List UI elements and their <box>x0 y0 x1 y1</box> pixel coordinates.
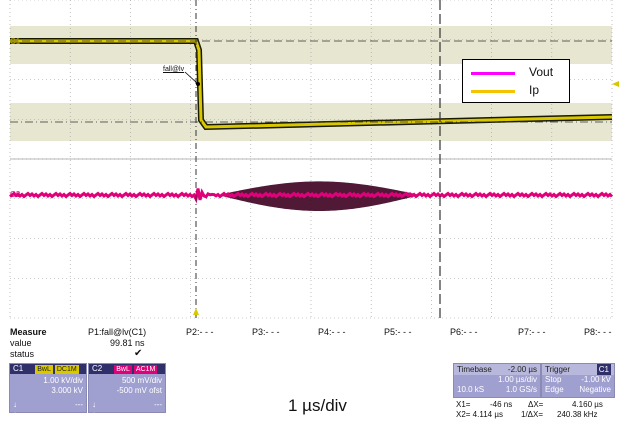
ch2-marker-label: C2 <box>10 190 21 199</box>
legend-line-vout <box>471 72 515 75</box>
channel-c2-coupling-badge: AC1M <box>133 364 158 374</box>
cursor-inv-label: 1/ΔX= <box>521 410 544 419</box>
measure-marker-label: fall@lv <box>163 66 185 73</box>
param-p4[interactable]: P4:- - - <box>318 327 346 337</box>
param-p5[interactable]: P5:- - - <box>384 327 412 337</box>
channel-c2-offset: -500 mV ofst <box>116 386 162 395</box>
channel-c1-offset: 3.000 kV <box>51 386 83 395</box>
channel-c2-name: C2 <box>92 364 103 373</box>
ch1-marker-label: C1 <box>10 37 21 46</box>
channel-c1-coupling-badge: DC1M <box>54 364 79 374</box>
measure-point <box>196 82 200 86</box>
ch2-trace <box>9 188 614 204</box>
measure-marker-leader <box>184 71 199 85</box>
channel-c2-scale: 500 mV/div <box>121 376 162 385</box>
trigger-mode: Stop <box>545 375 562 384</box>
cursor-dx-label: ΔX= <box>528 400 544 409</box>
channel-c2-bwl-badge: BwL <box>114 364 132 374</box>
legend-label-ip: Ip <box>529 83 540 97</box>
param-p1-value: 99.81 ns <box>110 338 145 348</box>
trigger-level: -1.00 kV <box>581 375 611 384</box>
channel-c1-bwl-badge: BwL <box>35 364 53 374</box>
channel-c2-t1-icon: ↓ <box>92 400 96 409</box>
param-p1-status-check-icon: ✔ <box>134 348 143 359</box>
ch1-trace <box>10 39 613 129</box>
trigger-label: Trigger <box>545 365 571 374</box>
timebase-caption: 1 µs/div <box>288 396 347 415</box>
channel-c1-v1: --- <box>75 400 83 409</box>
timebase-samples: 10.0 kS <box>457 385 485 394</box>
channel-c2-t2-icon: ↑ <box>92 410 96 419</box>
trigger-slope: Negative <box>579 385 611 394</box>
channel-c1-v2: --- <box>75 410 83 419</box>
param-p6[interactable]: P6:- - - <box>450 327 478 337</box>
legend-label-vout: Vout <box>529 65 554 79</box>
timebase-descriptor[interactable]: Timebase -2.00 µs 1.00 µs/div 10.0 kS 1.0 … <box>453 363 541 398</box>
channel-c1-descriptor[interactable]: C1 BwL DC1M 1.00 kV/div 3.000 kV ↓ --- ↑ -… <box>9 363 87 419</box>
legend-line-ip <box>471 90 515 93</box>
param-p1[interactable]: P1:fall@lv(C1) <box>88 327 147 337</box>
measure-title: Measure <box>10 327 47 337</box>
trigger-level-icon <box>612 81 619 87</box>
param-p3[interactable]: P3:- - - <box>252 327 280 337</box>
timebase-delay: -2.00 µs <box>507 365 537 374</box>
legend: Vout Ip <box>462 59 570 103</box>
cursor-inv-value: 240.38 kHz <box>557 410 598 419</box>
timebase-rate: 1.0 GS/s <box>505 385 537 394</box>
measure-row-value: value <box>10 338 32 348</box>
timebase-per-div: 1.00 µs/div <box>498 375 537 384</box>
measure-row-status: status <box>10 349 35 359</box>
trigger-source: C1 <box>596 364 611 375</box>
channel-c2-descriptor[interactable]: C2 BwL AC1M 500 mV/div -500 mV ofst ↓ ---… <box>88 363 166 419</box>
channel-c1-t1-icon: ↓ <box>13 400 17 409</box>
trigger-descriptor[interactable]: Trigger C1 Stop -1.00 kV Edge Negative <box>541 363 615 398</box>
trigger-position-icon <box>193 308 199 315</box>
param-p7[interactable]: P7:- - - <box>518 327 546 337</box>
param-p2[interactable]: P2:- - - <box>186 327 214 337</box>
channel-c1-scale: 1.00 kV/div <box>43 376 83 385</box>
waveform-display[interactable] <box>0 0 621 320</box>
timebase-label: Timebase <box>457 365 492 374</box>
cursor-x2-readout: X2= 4.114 µs <box>456 410 503 419</box>
channel-c2-v2: --- <box>154 410 162 419</box>
cursor-x1-value: -46 ns <box>490 400 513 409</box>
param-p8[interactable]: P8:- - - <box>584 327 612 337</box>
channel-c1-t2-icon: ↑ <box>13 410 17 419</box>
cursor-x1-label: X1= <box>456 400 471 409</box>
channel-c1-name: C1 <box>13 364 24 373</box>
trigger-type: Edge <box>545 385 564 394</box>
channel-c2-v1: --- <box>154 400 162 409</box>
cursor-dx-value: 4.160 µs <box>572 400 603 409</box>
